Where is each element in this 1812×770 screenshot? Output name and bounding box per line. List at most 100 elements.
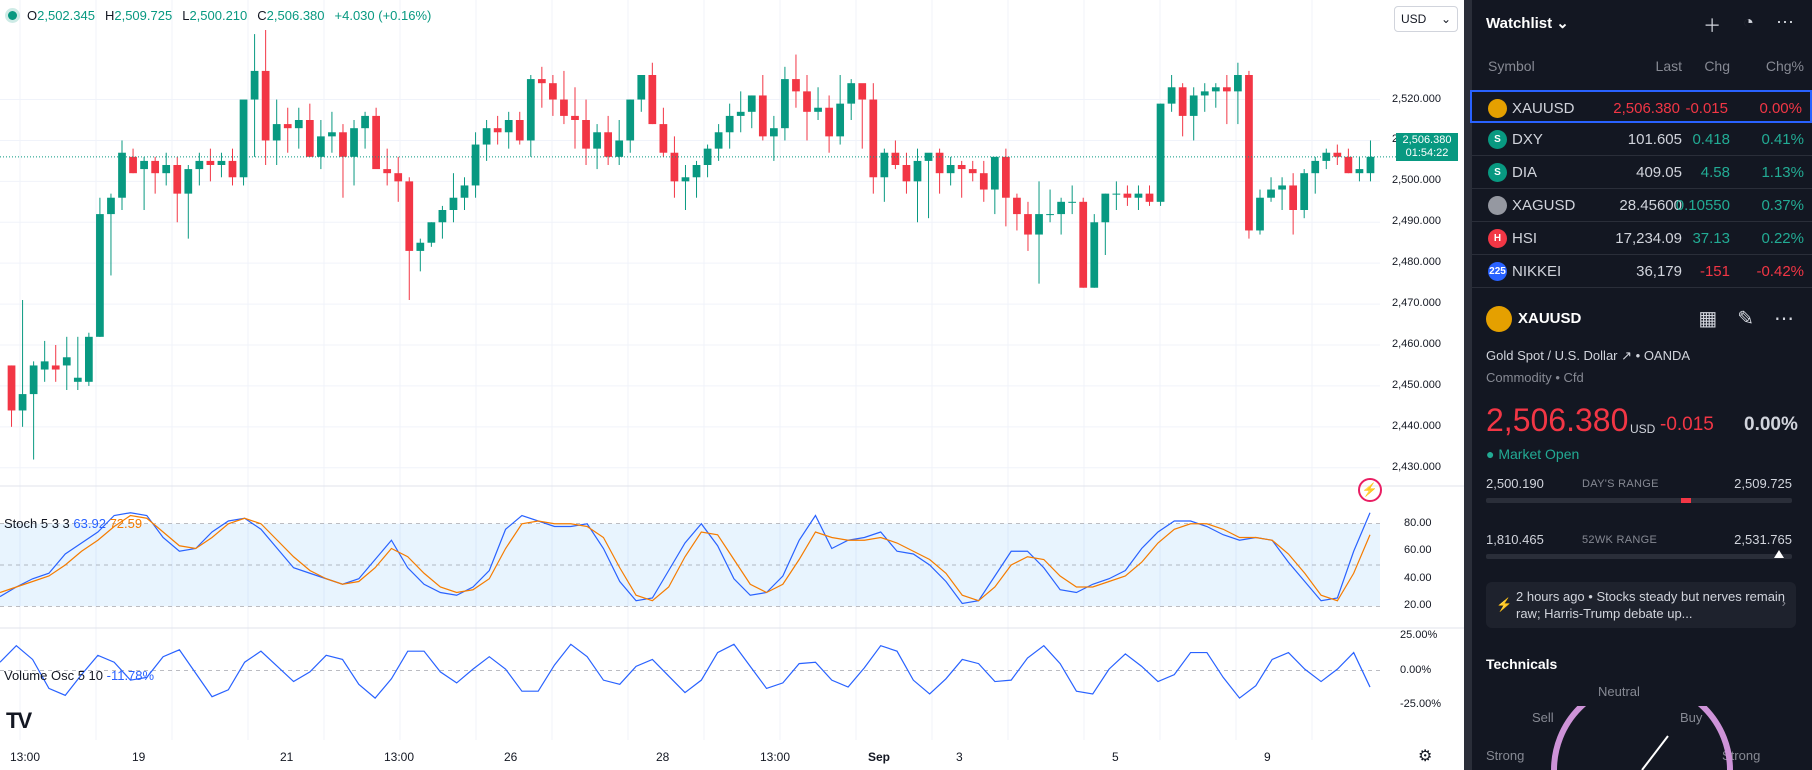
watchlist-row-xauusd[interactable]: XAUUSD 2,506.380 -0.015 0.00% — [1470, 90, 1812, 123]
row-last: 28.45600 — [1619, 197, 1682, 214]
candle-body — [460, 185, 469, 198]
open-label: O — [27, 8, 38, 23]
days-high: 2,509.725 — [1734, 476, 1792, 491]
more-icon[interactable]: ⋯ — [1776, 12, 1794, 32]
chart-area[interactable]: O2,502.345 H2,509.725 L2,500.210 C2,506.… — [0, 0, 1464, 770]
candle-body — [648, 75, 657, 125]
candle-body — [84, 336, 93, 382]
time-tick: 13:00 — [760, 750, 791, 764]
row-chg: 37.13 — [1692, 230, 1730, 247]
watchlist-row-dia[interactable]: S DIA 409.05 4.58 1.13% — [1472, 156, 1812, 189]
candle-body — [1278, 185, 1286, 190]
candle-body — [261, 70, 270, 141]
time-tick: 9 — [1264, 750, 1271, 764]
col-last[interactable]: Last — [1655, 58, 1682, 74]
settings-gear-icon[interactable]: ⚙ — [1418, 748, 1433, 765]
candle-body — [96, 214, 104, 337]
detail-change: -0.015 — [1660, 414, 1714, 435]
col-symbol[interactable]: Symbol — [1488, 58, 1535, 74]
candle-body — [891, 152, 900, 165]
stoch-d-line — [0, 514, 1371, 602]
col-chg-pct[interactable]: Chg% — [1765, 58, 1804, 74]
candle-body — [836, 103, 845, 137]
detail-symbol[interactable]: XAUUSD — [1518, 310, 1582, 327]
row-last: 17,234.09 — [1615, 230, 1682, 247]
candle-body — [825, 107, 833, 137]
volosc-tick: 0.00% — [1400, 663, 1432, 676]
row-chg: 4.58 — [1700, 164, 1730, 181]
gauge-needle — [1641, 735, 1669, 770]
flash-icon[interactable]: ⚡ — [1358, 478, 1382, 502]
candle-body — [1311, 160, 1320, 174]
candle-body — [1090, 222, 1099, 288]
grid-icon[interactable]: ▦ — [1698, 308, 1718, 330]
candle-body — [394, 173, 403, 182]
candle-body — [7, 365, 16, 411]
candle-body — [1333, 152, 1342, 157]
external-link-icon[interactable]: ↗ — [1621, 348, 1633, 363]
volosc-name: Volume Osc 5 10 — [4, 668, 103, 683]
candle-body — [659, 124, 668, 153]
watchlist-row-nikkei[interactable]: 225 NIKKEI 36,179 -151 -0.42% — [1472, 255, 1812, 288]
col-chg[interactable]: Chg — [1704, 58, 1730, 74]
time-tick: Sep — [868, 750, 891, 764]
candle-body — [1002, 156, 1010, 198]
row-chg: -0.015 — [1685, 100, 1728, 117]
gauge-sell: Sell — [1532, 710, 1554, 725]
detail-description: Gold Spot / U.S. Dollar ↗ • OANDA — [1486, 348, 1691, 363]
candle-body — [537, 79, 546, 84]
bar-countdown: 01:54:22 — [1405, 147, 1449, 159]
market-status-text: Market Open — [1498, 446, 1580, 462]
candle-body — [1068, 201, 1077, 203]
candle-body — [438, 210, 447, 223]
row-chg: -151 — [1699, 263, 1730, 280]
candle-body — [792, 79, 800, 92]
row-chg-pct: 0.37% — [1761, 197, 1804, 214]
candle-body — [935, 152, 944, 174]
volosc-legend[interactable]: Volume Osc 5 10 -11.78% — [4, 668, 154, 683]
tradingview-logo[interactable]: TV — [6, 708, 32, 733]
technicals-title[interactable]: Technicals — [1486, 656, 1558, 672]
news-card[interactable]: ⚡ 2 hours ago • Stocks steady but nerves… — [1486, 582, 1796, 628]
currency-value: USD — [1401, 12, 1427, 26]
stoch-d-value: 72.59 — [109, 516, 143, 531]
candle-body — [405, 181, 414, 251]
watchlist-title[interactable]: Watchlist ⌄ — [1486, 14, 1569, 32]
candle-body — [549, 83, 557, 100]
low-value: 2,500.210 — [189, 8, 248, 23]
candle-body — [449, 197, 458, 210]
watchlist-row-hsi[interactable]: H HSI 17,234.09 37.13 0.22% — [1472, 222, 1812, 255]
candle-body — [758, 95, 767, 137]
candle-body — [604, 132, 613, 157]
price-chart[interactable] — [0, 0, 1464, 770]
watchlist-row-xagusd[interactable]: XAGUSD 28.45600 0.10550 0.37% — [1472, 189, 1812, 222]
ohlc-legend: O2,502.345 H2,509.725 L2,500.210 C2,506.… — [8, 8, 431, 23]
edit-icon[interactable]: ✎ — [1737, 308, 1754, 330]
candle-body — [129, 156, 137, 174]
stoch-k-value: 63.92 — [73, 516, 106, 531]
candle-body — [571, 115, 579, 120]
candle-body — [1123, 193, 1132, 198]
candle-body — [118, 152, 126, 198]
last-price-tag: 2,506.380 01:54:22 — [1396, 133, 1458, 161]
stoch-tick: 40.00 — [1404, 571, 1432, 584]
add-symbol-icon[interactable]: ＋ — [1703, 16, 1722, 36]
candle-body — [957, 165, 966, 170]
candle-body — [18, 394, 27, 411]
candle-body — [328, 132, 336, 137]
time-tick: 19 — [132, 750, 146, 764]
more-icon[interactable]: ⋯ — [1774, 308, 1794, 330]
advanced-view-icon[interactable]: ◔ — [1743, 12, 1754, 32]
hsi-icon: H — [1488, 229, 1507, 248]
panel-divider[interactable] — [1464, 0, 1472, 770]
row-symbol: DIA — [1512, 164, 1538, 181]
candle-body — [62, 357, 71, 366]
days-low: 2,500.190 — [1486, 476, 1544, 491]
stoch-legend[interactable]: Stoch 5 3 3 63.92 72.59 — [4, 516, 142, 531]
candle-body — [1355, 169, 1364, 174]
watchlist-row-dxy[interactable]: S DXY 101.605 0.418 0.41% — [1472, 123, 1812, 156]
change-value: +4.030 (+0.16%) — [334, 8, 432, 23]
currency-select[interactable]: USD ⌄ — [1394, 6, 1458, 32]
candle-body — [1245, 75, 1253, 231]
candle-body — [1156, 103, 1165, 202]
